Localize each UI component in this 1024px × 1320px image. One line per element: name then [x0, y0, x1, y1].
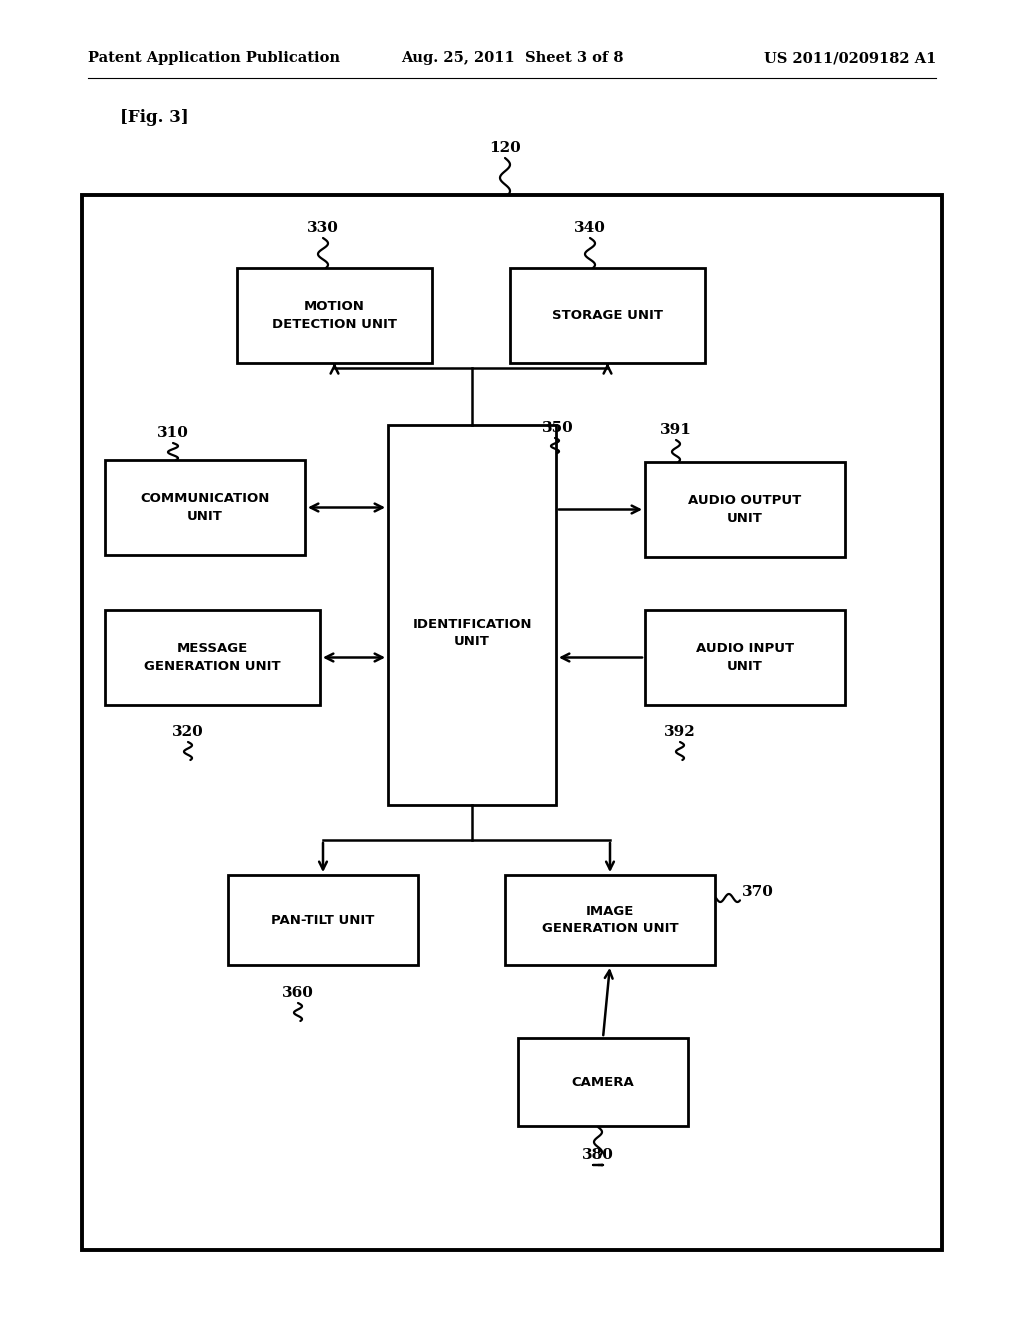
Bar: [645, 462, 845, 557]
Text: 380: 380: [582, 1148, 614, 1162]
Text: 120: 120: [489, 141, 521, 154]
Text: MOTION
DETECTION UNIT: MOTION DETECTION UNIT: [272, 300, 397, 331]
Bar: [510, 268, 705, 363]
Text: IDENTIFICATION
UNIT: IDENTIFICATION UNIT: [413, 618, 531, 648]
Bar: [105, 610, 319, 705]
Text: PAN-TILT UNIT: PAN-TILT UNIT: [271, 913, 375, 927]
Text: Patent Application Publication: Patent Application Publication: [88, 51, 340, 65]
Text: 310: 310: [157, 426, 189, 440]
Text: 320: 320: [172, 725, 204, 739]
Text: AUDIO INPUT
UNIT: AUDIO INPUT UNIT: [696, 643, 794, 673]
Text: 360: 360: [282, 986, 314, 1001]
Text: [Fig. 3]: [Fig. 3]: [120, 110, 188, 127]
Text: 391: 391: [660, 422, 692, 437]
Text: 340: 340: [574, 220, 606, 235]
Text: COMMUNICATION
UNIT: COMMUNICATION UNIT: [140, 492, 269, 523]
Bar: [105, 459, 305, 554]
Text: Aug. 25, 2011  Sheet 3 of 8: Aug. 25, 2011 Sheet 3 of 8: [400, 51, 624, 65]
Bar: [82, 195, 942, 1250]
Bar: [228, 875, 418, 965]
Bar: [505, 875, 715, 965]
Text: IMAGE
GENERATION UNIT: IMAGE GENERATION UNIT: [542, 904, 678, 936]
Text: 370: 370: [742, 884, 774, 899]
Text: MESSAGE
GENERATION UNIT: MESSAGE GENERATION UNIT: [144, 643, 281, 673]
Bar: [388, 425, 556, 805]
Bar: [237, 268, 432, 363]
Text: 350: 350: [542, 421, 573, 436]
Text: STORAGE UNIT: STORAGE UNIT: [552, 309, 663, 322]
Text: CAMERA: CAMERA: [571, 1076, 635, 1089]
Text: 330: 330: [307, 220, 339, 235]
Bar: [645, 610, 845, 705]
Text: AUDIO OUTPUT
UNIT: AUDIO OUTPUT UNIT: [688, 494, 802, 525]
Text: 392: 392: [665, 725, 696, 739]
Text: US 2011/0209182 A1: US 2011/0209182 A1: [764, 51, 936, 65]
Bar: [518, 1038, 688, 1126]
